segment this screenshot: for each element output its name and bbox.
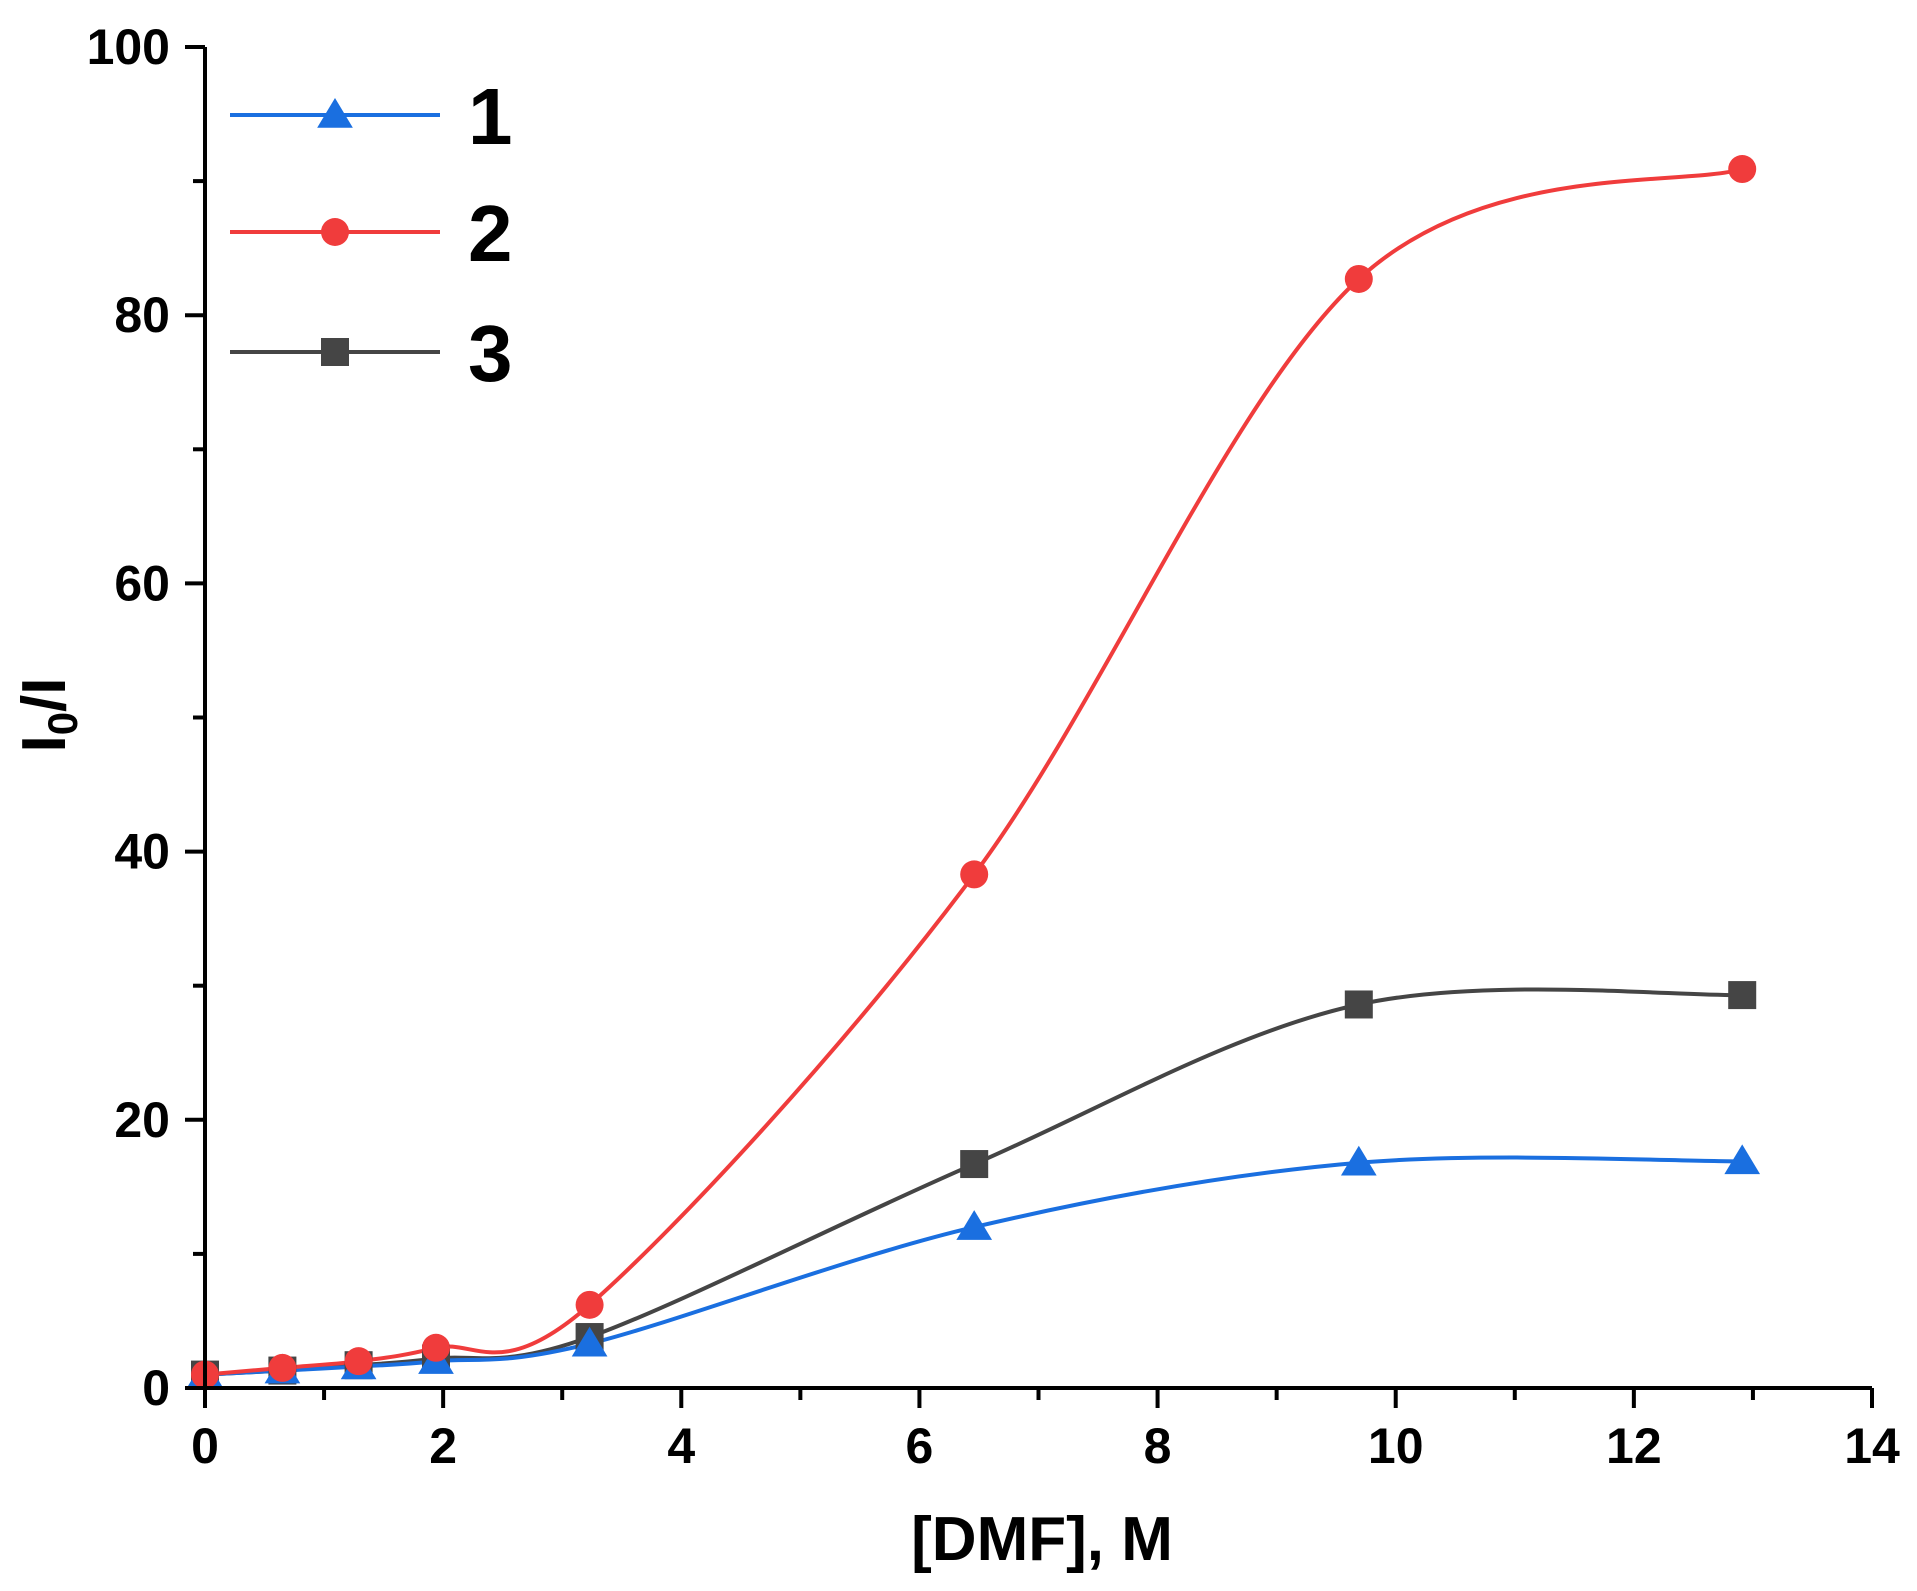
legend-label: 1 [468,72,513,161]
series-2-point [575,1290,604,1319]
x-tick-label: 6 [906,1418,934,1474]
legend-label: 3 [468,309,513,398]
y-tick-label: 60 [114,555,170,611]
series-1-point [1724,1144,1761,1175]
x-tick-label: 2 [429,1418,457,1474]
series-3-point [1344,990,1373,1019]
y-tick-label: 20 [114,1092,170,1148]
legend-item-3: 3 [230,309,513,398]
y-axis-title-tail: /I [10,677,79,711]
legend: 1 2 3 [230,72,513,398]
legend-item-1: 1 [230,72,513,161]
y-tick-label: 0 [142,1360,170,1416]
legend-label: 2 [468,189,513,278]
legend-marker-triangle [317,98,353,128]
x-tick-label: 14 [1844,1418,1900,1474]
series-2-point [960,860,989,889]
y-tick-label: 80 [114,287,170,343]
legend-marker-square [321,338,349,366]
series-1-point [956,1210,993,1240]
series-3-line [204,987,1743,1377]
x-tick-label: 12 [1606,1418,1662,1474]
series-2-point [1344,264,1373,293]
x-axis-title: [DMF], M [911,1505,1173,1574]
legend-item-2: 2 [230,189,513,278]
series-3-point [1728,981,1757,1010]
series-1-point [1340,1145,1377,1176]
series-3-point [960,1150,989,1179]
y-axis-title: I0/I [10,677,86,752]
series-1-point [571,1326,608,1357]
series-1-line [204,1155,1743,1377]
series-2-line [204,167,1743,1377]
series-2-point [1728,155,1757,184]
series-2-point [344,1347,373,1376]
x-tick-label: 8 [1144,1418,1172,1474]
x-tick-label: 0 [191,1418,219,1474]
plot-markers [187,155,1761,1389]
axes [203,47,1872,1390]
y-tick-label: 40 [114,824,170,880]
legend-marker-circle [321,218,349,246]
plot-curves [204,167,1743,1377]
y-tick-label: 100 [87,19,170,75]
series-2-point [421,1333,450,1362]
y-axis-title-main: I [10,735,79,752]
x-tick-label: 4 [667,1418,695,1474]
y-axis-title-sub: 0 [39,712,86,735]
x-tick-label: 10 [1368,1418,1424,1474]
series-2-point [268,1353,297,1382]
